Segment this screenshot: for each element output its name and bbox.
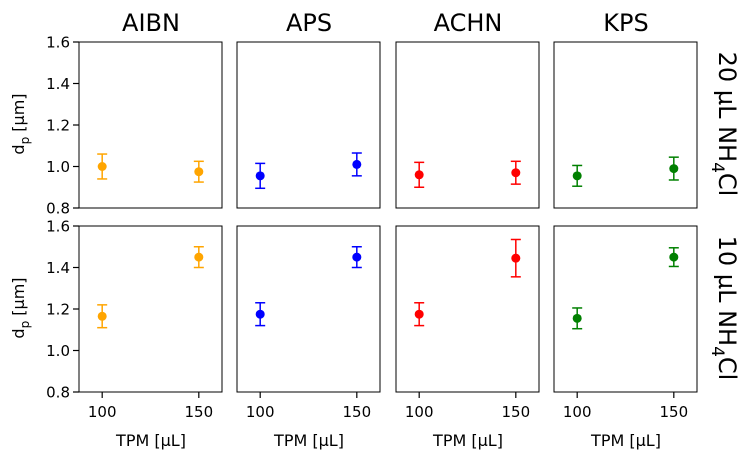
- x-tick-label-aps-row2-0: 100: [246, 403, 275, 421]
- row-title-top: 20 µL NH4Cl: [707, 52, 741, 197]
- column-title-aibn: AIBN: [122, 9, 180, 37]
- data-point-aps-row1-0: [255, 171, 265, 181]
- x-axis-label-aibn: TPM [µL]: [115, 431, 186, 450]
- y-tick-label-aibn-row1-3: 1.4: [46, 75, 70, 93]
- panel-frame-achn-row1: [395, 41, 540, 209]
- x-tick-label-kps-row2-0: 100: [563, 403, 592, 421]
- data-point-kps-row2-1: [669, 252, 679, 262]
- data-point-aps-row2-1: [352, 252, 362, 262]
- column-title-aps: APS: [286, 9, 332, 37]
- y-tick-label-aibn-row2-1: 1.0: [46, 342, 70, 360]
- data-point-aibn-row2-0: [97, 311, 107, 321]
- y-tick-label-aibn-row1-0: 0.8: [46, 200, 70, 218]
- x-tick-label-aps-row2-1: 150: [342, 403, 371, 421]
- panel-frame-kps-row1: [553, 41, 698, 209]
- data-point-kps-row2-0: [572, 313, 582, 323]
- y-axis-label-bottom: dp [µm]: [9, 277, 32, 338]
- data-point-achn-row2-1: [511, 253, 521, 263]
- x-tick-label-aibn-row2-0: 100: [88, 403, 117, 421]
- data-point-aps-row1-1: [352, 159, 362, 169]
- data-point-achn-row1-1: [511, 168, 521, 178]
- data-point-achn-row2-0: [414, 309, 424, 319]
- y-tick-label-aibn-row2-0: 0.8: [46, 384, 70, 402]
- y-tick-label-aibn-row2-3: 1.4: [46, 259, 70, 277]
- column-title-kps: KPS: [603, 9, 648, 37]
- y-tick-label-aibn-row1-4: 1.6: [46, 34, 70, 52]
- panel-frame-aibn-row2: [78, 225, 223, 393]
- x-axis-label-achn: TPM [µL]: [432, 431, 503, 450]
- data-point-achn-row1-0: [414, 170, 424, 180]
- data-point-aps-row2-0: [255, 309, 265, 319]
- data-point-aibn-row2-1: [194, 252, 204, 262]
- x-tick-label-achn-row2-0: 100: [405, 403, 434, 421]
- panel-frame-aps-row2: [236, 225, 381, 393]
- panel-frame-achn-row2: [395, 225, 540, 393]
- data-point-aibn-row1-0: [97, 162, 107, 171]
- x-axis-label-kps: TPM [µL]: [590, 431, 661, 450]
- y-tick-label-aibn-row1-1: 1.0: [46, 158, 70, 176]
- x-tick-label-achn-row2-1: 150: [501, 403, 530, 421]
- y-tick-label-aibn-row2-2: 1.2: [46, 301, 70, 319]
- data-point-aibn-row1-1: [194, 167, 204, 177]
- x-tick-label-kps-row2-1: 150: [659, 403, 688, 421]
- y-axis-label-top: dp [µm]: [9, 93, 32, 154]
- y-tick-label-aibn-row2-4: 1.6: [46, 218, 70, 236]
- x-axis-label-aps: TPM [µL]: [273, 431, 344, 450]
- x-tick-label-aibn-row2-1: 150: [184, 403, 213, 421]
- data-point-kps-row1-0: [572, 171, 582, 181]
- panel-frame-aibn-row1: [78, 41, 223, 209]
- column-title-achn: ACHN: [434, 9, 503, 37]
- panel-frame-kps-row2: [553, 225, 698, 393]
- y-tick-label-aibn-row1-2: 1.2: [46, 117, 70, 135]
- panel-frame-aps-row1: [236, 41, 381, 209]
- row-title-bottom: 10 µL NH4Cl: [707, 236, 741, 381]
- data-point-kps-row1-1: [669, 164, 679, 174]
